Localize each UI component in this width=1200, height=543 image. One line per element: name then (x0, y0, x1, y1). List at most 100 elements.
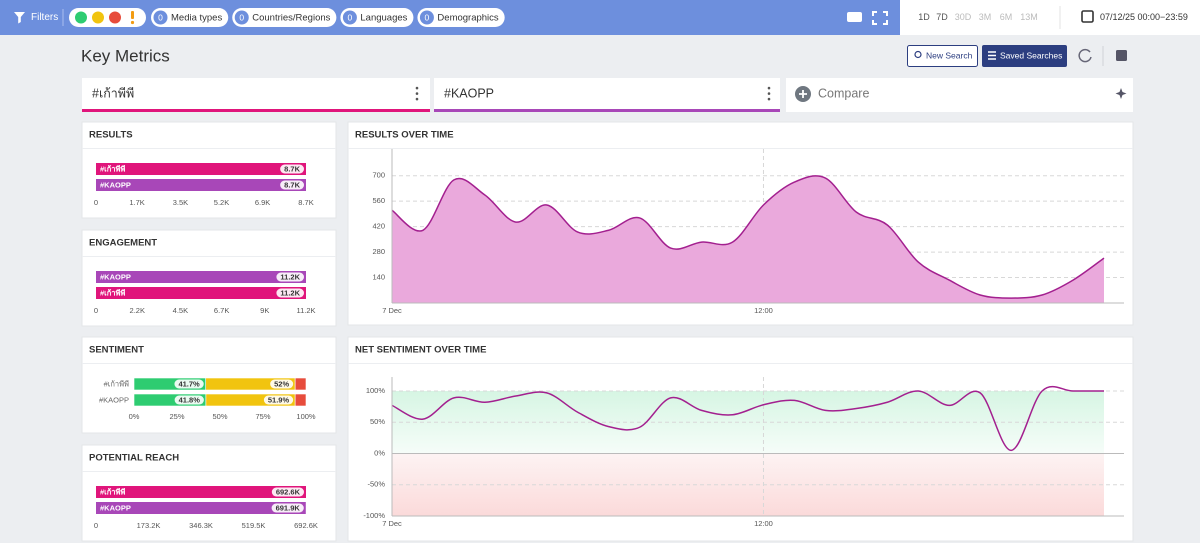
bar-category: #KAOPP (100, 180, 131, 189)
pill-label[interactable]: Languages (360, 13, 407, 24)
time-range[interactable]: 7D (936, 12, 948, 22)
bar (96, 163, 306, 175)
filter-pill[interactable] (151, 8, 229, 27)
value-label: 11.2K (280, 288, 300, 297)
time-bar (900, 0, 1200, 35)
page-title: Key Metrics (81, 46, 170, 65)
calendar-icon[interactable] (1081, 10, 1094, 23)
date-range[interactable]: 07/12/25 00:00−23:59 (1100, 12, 1188, 22)
new-search-button[interactable] (907, 45, 978, 67)
x-tick-label: 0% (129, 412, 140, 421)
bar (96, 486, 306, 498)
refresh-icon[interactable] (1078, 48, 1092, 63)
x-tick-label: 4.5K (173, 306, 188, 315)
value-label: 8.7K (284, 164, 300, 173)
bar (96, 271, 306, 283)
sparkle-icon[interactable] (1115, 88, 1127, 99)
panel-title: NET SENTIMENT OVER TIME (355, 345, 486, 356)
value-label: 41.7% (178, 379, 200, 388)
x-tick-label: 0 (94, 198, 98, 207)
pill-label[interactable]: Countries/Regions (252, 13, 330, 24)
x-tick-label: 7 Dec (382, 306, 402, 315)
new-search-label[interactable]: New Search (926, 50, 973, 60)
pill-count: 0 (348, 12, 353, 22)
value-label-bg (174, 379, 204, 389)
x-tick-label: 6.9K (255, 198, 270, 207)
value-label-bg (276, 288, 304, 298)
x-tick-label: 173.2K (137, 521, 161, 530)
fullscreen-icon[interactable] (872, 11, 888, 25)
y-tick-label: 100% (366, 386, 386, 395)
compare-tab[interactable] (786, 78, 1133, 112)
alert-icon[interactable] (131, 11, 134, 19)
filter-pill[interactable] (232, 8, 337, 27)
x-tick-label: 3.5K (173, 198, 188, 207)
panel: RESULTS 0 1.7K 3.5K 5.2K 6.9K 8.7K #เก้าพีพี 8.7… (81, 121, 337, 219)
tab[interactable] (82, 78, 430, 112)
x-tick-label: 5.2K (214, 198, 229, 207)
clear-icon[interactable] (847, 12, 862, 22)
x-tick-label: 2.2K (130, 306, 145, 315)
filter-pill[interactable] (417, 8, 505, 27)
bar-category: #KAOPP (100, 272, 131, 281)
pill-count-bg (419, 10, 434, 25)
x-tick-label: 1.7K (129, 198, 144, 207)
search-icon (914, 50, 922, 59)
filter-pill[interactable] (340, 8, 414, 27)
time-range[interactable]: 13M (1020, 12, 1038, 22)
pill-count: 0 (158, 12, 163, 22)
saved-searches-button[interactable] (982, 45, 1067, 67)
filter-icon[interactable] (14, 12, 25, 24)
filters-button[interactable]: Filters (31, 12, 58, 23)
panel: ENGAGEMENT 0 2.2K 4.5K 6.7K 9K 11.2K #KAOPP 11.2… (81, 229, 337, 327)
value-label-bg (270, 379, 294, 389)
bar (96, 502, 306, 514)
pill-label[interactable]: Demographics (437, 13, 498, 24)
panel-title: RESULTS (89, 130, 133, 141)
panel: RESULTS OVER TIME 140 280 420 560 700 7 Dec 12:… (347, 121, 1134, 326)
value-label-bg (280, 180, 304, 190)
time-range[interactable]: 6M (1000, 12, 1013, 22)
tab-label[interactable]: #เก้าพีพี (92, 86, 134, 100)
time-range[interactable]: 30D (955, 12, 972, 22)
sentiment-filter[interactable] (69, 8, 146, 27)
compare-label[interactable]: Compare (818, 86, 869, 100)
bar-category: #KAOPP (99, 395, 129, 404)
y-tick-label: 280 (372, 247, 385, 256)
x-tick-label: 8.7K (298, 198, 313, 207)
neutral-icon[interactable] (92, 11, 104, 24)
line (391, 385, 1104, 452)
saved-searches-label[interactable]: Saved Searches (1000, 50, 1062, 60)
tab[interactable] (434, 78, 780, 112)
value-label-bg (271, 487, 304, 497)
save-icon[interactable] (1116, 50, 1127, 61)
bar-category: #เก้าพีพี (100, 487, 125, 496)
pill-count-bg (234, 10, 249, 25)
y-tick-label: 700 (372, 171, 385, 180)
x-tick-label: 0 (94, 521, 98, 530)
y-tick-label: 50% (370, 417, 385, 426)
time-range[interactable]: 3M (979, 12, 992, 22)
add-icon-plus (799, 90, 807, 98)
tab-label[interactable]: #KAOPP (444, 86, 494, 100)
panel-title: ENGAGEMENT (89, 238, 157, 249)
x-tick-label: 692.6K (294, 521, 318, 530)
list-icon (988, 51, 996, 60)
x-tick-label: 7 Dec (382, 519, 402, 528)
tab-underline (82, 109, 430, 112)
pill-label[interactable]: Media types (171, 13, 222, 24)
pill-count-bg (153, 10, 168, 25)
value-label-bg (263, 395, 294, 405)
y-tick-label: 0% (374, 448, 385, 457)
time-range[interactable]: 1D (918, 12, 930, 22)
negative-icon[interactable] (109, 11, 121, 24)
x-tick-label: 0 (94, 306, 98, 315)
positive-icon[interactable] (75, 11, 87, 24)
value-label: 51.9% (268, 395, 290, 404)
x-tick-label: 50% (212, 412, 227, 421)
negative-zone (392, 453, 1104, 516)
tab-underline (434, 109, 780, 112)
panel-title: SENTIMENT (89, 345, 144, 356)
x-tick-label: 11.2K (296, 306, 315, 315)
